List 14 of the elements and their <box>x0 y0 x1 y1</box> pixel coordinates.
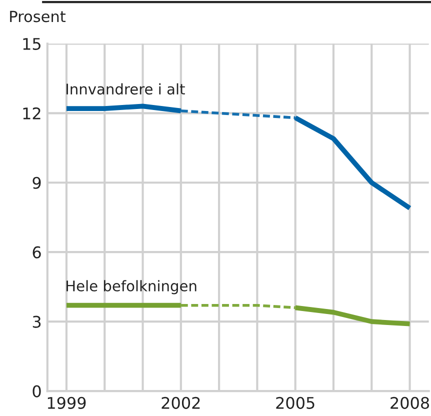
y-tick-label: 6 <box>32 246 41 258</box>
line-series <box>180 109 297 120</box>
x-tick-label: 2008 <box>390 396 430 409</box>
y-tick-label: 0 <box>32 385 41 398</box>
y-tick-label: 9 <box>32 176 41 189</box>
series-label: Innvandrere i alt <box>66 83 185 95</box>
y-tick-label: 12 <box>23 107 40 120</box>
x-tick-label: 2002 <box>162 396 200 409</box>
series-label: Hele befolkningen <box>66 280 196 294</box>
y-axis-title: Prosent <box>10 10 66 22</box>
x-tick-label: 2005 <box>276 396 314 409</box>
y-tick-label: 3 <box>32 316 41 328</box>
y-tick-label: 15 <box>23 38 40 50</box>
x-tick-label: 1999 <box>48 396 86 409</box>
